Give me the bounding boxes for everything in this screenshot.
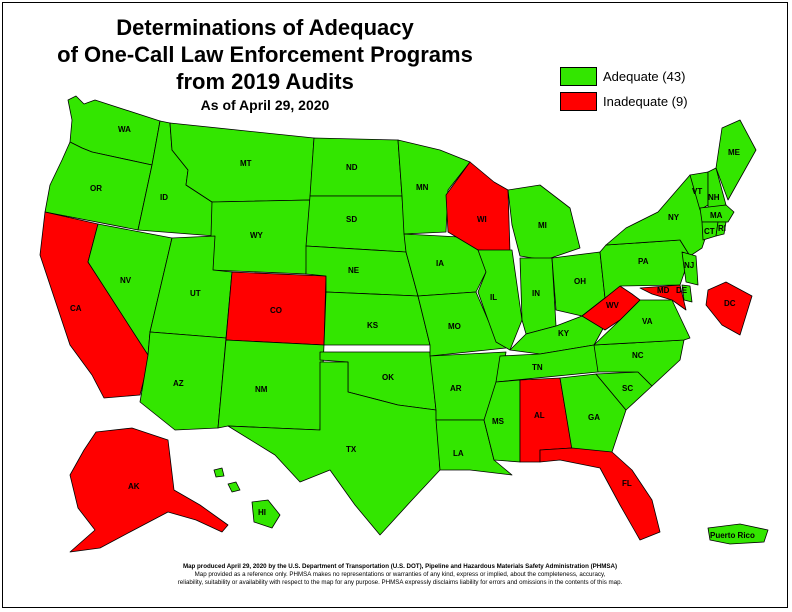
label-WI: WI: [477, 215, 487, 224]
label-DE: DE: [676, 286, 688, 295]
label-OH: OH: [574, 277, 586, 286]
label-MN: MN: [416, 183, 429, 192]
state-SD[interactable]: [305, 195, 407, 253]
label-IA: IA: [436, 259, 444, 268]
footer-disclaimer-1: Map provided as a reference only. PHMSA …: [194, 571, 606, 578]
label-MO: MO: [448, 322, 461, 331]
state-MI[interactable]: [507, 184, 581, 261]
label-AZ: AZ: [173, 379, 184, 388]
territory-PR[interactable]: [707, 523, 769, 545]
label-MA: MA: [710, 211, 723, 220]
map-subtitle: As of April 29, 2020: [200, 97, 330, 113]
legend-swatch-inadequate: [560, 92, 597, 111]
label-PA: PA: [638, 257, 649, 266]
footer-credit: Map produced April 29, 2020 by the U.S. …: [182, 563, 618, 570]
label-SD: SD: [346, 215, 357, 224]
state-ME[interactable]: [715, 119, 757, 201]
state-MD[interactable]: [639, 284, 687, 311]
label-IL: IL: [490, 293, 497, 302]
label-GA: GA: [588, 413, 600, 422]
state-DE[interactable]: [681, 284, 693, 303]
title-line-1: Determinations of Adequacy: [116, 15, 414, 40]
label-WA: WA: [118, 125, 131, 134]
legend-swatch-adequate: [560, 67, 597, 86]
label-WY: WY: [250, 231, 264, 240]
state-MA[interactable]: [699, 204, 735, 223]
label-WV: WV: [606, 301, 620, 310]
label-ID: ID: [160, 193, 168, 202]
label-DC: DC: [724, 299, 736, 308]
state-NJ[interactable]: [681, 251, 699, 286]
label-MS: MS: [492, 417, 505, 426]
label-PR: Puerto Rico: [710, 531, 755, 540]
label-MT: MT: [240, 159, 252, 168]
label-NY: NY: [668, 213, 680, 222]
map-footer: Map produced April 29, 2020 by the U.S. …: [60, 563, 740, 587]
label-NH: NH: [708, 193, 720, 202]
label-TX: TX: [346, 445, 357, 454]
label-MI: MI: [538, 221, 547, 230]
label-SC: SC: [622, 384, 633, 393]
map-title: Determinations of Adequacy of One-Call L…: [30, 14, 500, 114]
label-NM: NM: [255, 385, 268, 394]
island-hi-3[interactable]: [213, 467, 225, 478]
legend-label-inadequate: Inadequate (9): [603, 94, 688, 109]
label-CA: CA: [70, 304, 82, 313]
label-NC: NC: [632, 351, 644, 360]
label-VT: VT: [692, 187, 702, 196]
state-FL[interactable]: [539, 447, 661, 541]
label-FL: FL: [622, 479, 632, 488]
label-CO: CO: [270, 306, 282, 315]
label-OR: OR: [90, 184, 102, 193]
label-UT: UT: [190, 289, 201, 298]
label-NE: NE: [348, 266, 360, 275]
state-NM[interactable]: [217, 339, 325, 431]
label-IN: IN: [532, 289, 540, 298]
label-KS: KS: [367, 321, 379, 330]
state-KS[interactable]: [323, 291, 431, 346]
label-NJ: NJ: [684, 261, 694, 270]
label-OK: OK: [382, 373, 394, 382]
label-MD: MD: [657, 286, 670, 295]
legend-item-adequate: Adequate (43): [560, 67, 688, 86]
label-AL: AL: [534, 411, 545, 420]
label-HI: HI: [258, 508, 266, 517]
label-RI: RI: [718, 224, 726, 233]
state-labels: WA OR CA ID NV MT WY UT AZ CO NM ND SD N…: [70, 125, 755, 540]
state-IL[interactable]: [477, 249, 523, 351]
island-hi-2[interactable]: [227, 481, 241, 493]
legend: Adequate (43) Inadequate (9): [560, 67, 688, 117]
label-TN: TN: [532, 363, 543, 372]
footer-disclaimer-2: reliability, suitability or availability…: [177, 579, 623, 586]
state-RI[interactable]: [715, 221, 727, 237]
state-AK[interactable]: [69, 427, 229, 553]
label-CT: CT: [704, 227, 715, 236]
legend-item-inadequate: Inadequate (9): [560, 92, 688, 111]
label-NV: NV: [120, 276, 132, 285]
state-DC[interactable]: [705, 281, 753, 336]
label-VA: VA: [642, 317, 653, 326]
state-HI[interactable]: [251, 499, 281, 529]
title-line-3: from 2019 Audits: [176, 69, 354, 94]
state-GA[interactable]: [559, 373, 627, 453]
label-AR: AR: [450, 384, 462, 393]
label-LA: LA: [453, 449, 464, 458]
label-ND: ND: [346, 163, 358, 172]
label-KY: KY: [558, 329, 570, 338]
legend-label-adequate: Adequate (43): [603, 69, 686, 84]
label-ME: ME: [728, 148, 741, 157]
state-MS[interactable]: [483, 379, 521, 463]
title-line-2: of One-Call Law Enforcement Programs: [57, 42, 473, 67]
state-TX[interactable]: [227, 361, 441, 536]
label-AK: AK: [128, 482, 140, 491]
